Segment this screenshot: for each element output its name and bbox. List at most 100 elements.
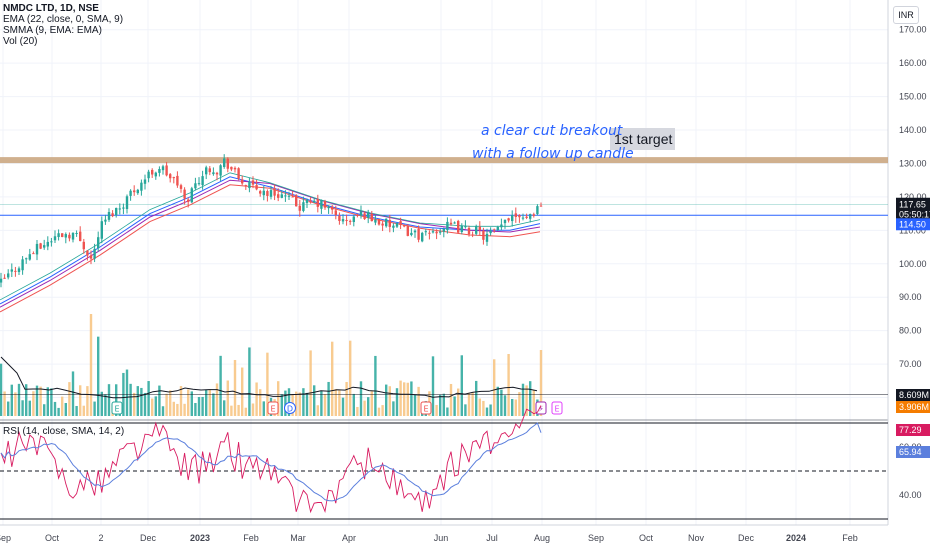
candle-body-114 <box>410 232 413 236</box>
candle-body-10 <box>35 243 39 255</box>
candle-body-99 <box>356 214 359 216</box>
candle-body-30 <box>107 212 111 220</box>
candle-body-53 <box>190 188 193 203</box>
volume-bar-147 <box>529 381 532 416</box>
volume-bar-65 <box>233 359 237 416</box>
volume-bar-84 <box>302 388 305 416</box>
volume-bar-123 <box>442 393 445 416</box>
candle-body-17 <box>61 233 64 237</box>
volume-bar-73 <box>262 401 265 416</box>
volume-bar-134 <box>482 400 485 416</box>
price-axis-label-0: 170.00 <box>899 25 927 35</box>
candle-body-16 <box>57 233 60 238</box>
chart-legend[interactable]: NMDC LTD, 1D, NSE EMA (22, close, 0, SMA… <box>3 3 123 47</box>
axes: 170.00 160.00 150.00 140.00 130.00 120.00 110.… <box>0 25 927 543</box>
volume-bar-11 <box>39 386 42 416</box>
target-label-bg <box>610 128 675 150</box>
currency-button[interactable]: INR <box>893 6 919 24</box>
candle-body-27 <box>97 237 100 249</box>
volume-bar-83 <box>298 392 301 416</box>
volume-bar-148 <box>532 390 535 416</box>
candle-body-12 <box>43 245 46 248</box>
volume-tag-bg-1 <box>896 401 930 413</box>
candle-body-144 <box>518 215 521 218</box>
price-axis-label-7: 100.00 <box>899 259 927 269</box>
candle-body-35 <box>125 196 129 210</box>
volume-bar-138 <box>496 386 499 416</box>
volume-bar-35 <box>125 369 129 416</box>
volume-bar-126 <box>453 396 456 416</box>
symbol-title[interactable]: NMDC LTD, 1D, NSE <box>3 3 99 14</box>
volume-bar-15 <box>53 401 57 416</box>
volume-bars: E E D E ⚡ E <box>0 314 888 416</box>
countdown-tag: 05:50:17 <box>899 210 932 220</box>
candle-body-86 <box>309 200 312 203</box>
volume-bar-98 <box>352 393 355 416</box>
candle-body-65 <box>233 167 237 170</box>
candle-body-62 <box>223 158 226 167</box>
candle-body-82 <box>295 195 298 207</box>
time-axis-label-6: Mar <box>290 533 306 543</box>
ema-signal-line <box>0 184 541 313</box>
volume-bar-90 <box>323 394 327 416</box>
candle-body-134 <box>482 230 485 240</box>
volume-bar-132 <box>475 380 478 416</box>
candle-body-67 <box>241 179 244 184</box>
candle-body-36 <box>129 190 132 196</box>
volume-bar-92 <box>331 341 334 416</box>
smma-legend[interactable]: SMMA (9, EMA: EMA) <box>3 25 102 36</box>
volume-bar-14 <box>50 388 53 416</box>
resistance-band <box>0 157 888 164</box>
volume-bar-88 <box>316 405 319 416</box>
volume-bar-100 <box>359 381 363 416</box>
rsi-tag-bg-0 <box>896 424 930 436</box>
candle-body-125 <box>449 222 453 225</box>
candle-body-140 <box>503 219 507 224</box>
volume-bar-78 <box>280 394 283 416</box>
volume-bar-122 <box>439 394 442 416</box>
volume-bar-7 <box>25 384 28 416</box>
price-axis-label-5: 120.00 <box>899 192 927 202</box>
candle-body-138 <box>496 227 499 231</box>
candle-body-94 <box>338 215 341 221</box>
candle-body-3 <box>10 269 13 272</box>
candle-body-19 <box>68 234 71 239</box>
volume-bar-69 <box>248 347 251 416</box>
volume-bar-77 <box>277 381 280 416</box>
ema-legend[interactable]: EMA (22, close, 0, SMA, 9) <box>3 14 124 25</box>
rsi-axis-label-1: 40.00 <box>899 490 922 500</box>
candle-body-69 <box>248 181 251 189</box>
rsi-line <box>0 405 542 514</box>
candle-body-23 <box>82 241 85 250</box>
candle-body-91 <box>327 206 330 209</box>
candle-body-14 <box>50 241 53 243</box>
candle-body-148 <box>532 214 535 216</box>
candle-body-15 <box>53 236 57 241</box>
rsi-legend[interactable]: RSI (14, close, SMA, 14, 2) <box>3 426 125 437</box>
volume-bar-28 <box>100 391 103 416</box>
volume-bar-58 <box>208 389 211 416</box>
volume-bar-72 <box>259 389 262 416</box>
volume-bar-101 <box>363 400 366 416</box>
event-marker-label-4: ⚡ <box>538 405 544 414</box>
candle-body-38 <box>136 189 139 194</box>
candle-body-145 <box>521 217 525 219</box>
candle-body-22 <box>79 231 82 242</box>
candle-body-51 <box>183 189 186 199</box>
volume-bar-40 <box>143 392 147 416</box>
volume-bar-25 <box>89 314 93 416</box>
candle-body-98 <box>352 216 355 223</box>
candle-body-1 <box>3 277 6 279</box>
price-axis-label-4: 130.00 <box>899 158 927 168</box>
candle-body-5 <box>17 268 21 273</box>
candle-body-139 <box>500 224 503 228</box>
volume-bar-120 <box>431 356 435 416</box>
candle-body-135 <box>485 233 489 242</box>
event-marker-label-3: E <box>423 405 428 414</box>
price-axis-label-6: 110.00 <box>899 225 926 235</box>
vol-legend[interactable]: Vol (20) <box>3 36 38 47</box>
volume-bar-146 <box>525 385 528 416</box>
candle-body-131 <box>471 234 474 236</box>
